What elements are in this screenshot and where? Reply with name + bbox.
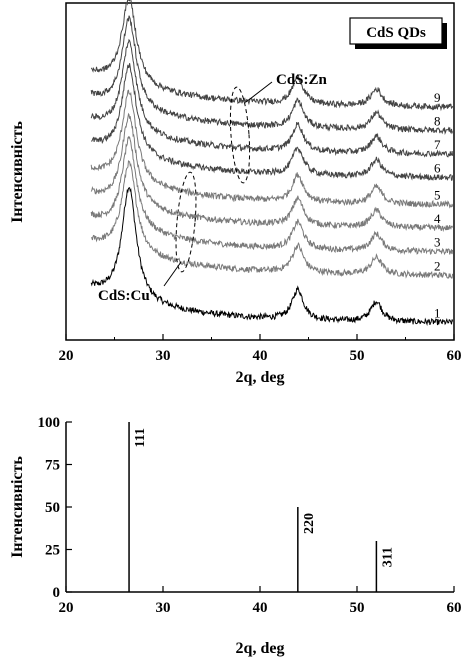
curve-label-3: 3 [434, 235, 441, 250]
bar-label-111: 111 [133, 428, 148, 447]
top-y-axis-title: Інтенсивність [9, 121, 26, 223]
bar-label-311: 311 [380, 547, 395, 567]
curve-label-1: 1 [434, 305, 441, 320]
xrd-curve-9 [90, 0, 454, 112]
xrd-curve-7 [90, 38, 454, 158]
xrd-curve-6 [91, 63, 454, 181]
bottom-bars: 111 220 311 [128, 422, 395, 592]
top-curve-labels: 1 2 3 4 5 6 7 8 9 [434, 90, 441, 321]
legend-box [349, 17, 443, 45]
xrd-curve-1 [90, 187, 454, 327]
legend: CdS QDs [349, 17, 447, 49]
top-x-tick-label-40: 40 [253, 348, 268, 364]
annotation-cds-zn: CdS:Zn [229, 72, 328, 184]
zn-ellipse [229, 86, 251, 184]
curve-label-2: 2 [434, 258, 441, 273]
xrd-curve-3 [90, 135, 454, 256]
bottom-y-tick-label-50: 50 [45, 500, 60, 516]
cu-label: CdS:Cu [98, 288, 150, 304]
xrd-curve-8 [90, 15, 454, 135]
legend-text: CdS QDs [366, 25, 426, 41]
curve-label-6: 6 [434, 161, 441, 176]
top-x-axis-title: 2q, deg [236, 369, 285, 386]
bottom-x-tick-label-30: 30 [156, 600, 171, 616]
annotation-cds-cu: CdS:Cu [98, 171, 197, 304]
curve-label-9: 9 [434, 90, 441, 105]
top-x-tick-label-20: 20 [59, 348, 74, 364]
top-chart: 1 2 3 4 5 6 7 8 9 20 30 40 50 60 CdS QDs CdS:Zn CdS:… [9, 0, 462, 386]
zn-pointer [245, 81, 273, 103]
bottom-y-tick-label-100: 100 [38, 415, 61, 431]
bottom-x-tick-label-40: 40 [253, 600, 268, 616]
bottom-y-tick-label-25: 25 [45, 543, 60, 559]
bottom-y-ticks: 0 25 50 75 100 [38, 415, 72, 601]
top-x-tick-label-30: 30 [156, 348, 171, 364]
bar-label-220: 220 [302, 513, 317, 534]
bottom-y-axis-title: Інтенсивність [9, 456, 26, 558]
bottom-x-axis-title: 2q, deg [236, 640, 285, 657]
cu-ellipse [175, 171, 197, 273]
top-x-tick-label-50: 50 [350, 348, 365, 364]
bottom-x-ticks: 20 30 40 50 60 [59, 586, 462, 616]
top-x-ticks: 20 30 40 50 60 [59, 334, 462, 364]
bottom-x-tick-label-60: 60 [447, 600, 462, 616]
bottom-y-tick-label-0: 0 [53, 585, 61, 601]
curve-label-8: 8 [434, 113, 441, 128]
xrd-curve-5 [90, 89, 454, 209]
cu-pointer [163, 261, 182, 287]
curve-label-7: 7 [434, 137, 441, 152]
top-x-tick-label-60: 60 [447, 348, 462, 364]
curve-label-5: 5 [434, 188, 441, 203]
xrd-curve-2 [91, 160, 454, 279]
zn-label: CdS:Zn [276, 72, 328, 88]
bottom-x-tick-label-50: 50 [350, 600, 365, 616]
bottom-chart: 0 25 50 75 100 20 30 40 50 60 111 220 311 Інтенсив… [9, 415, 462, 657]
curve-label-4: 4 [434, 211, 441, 226]
top-curves [90, 0, 454, 327]
bottom-y-tick-label-75: 75 [45, 458, 60, 474]
xrd-curve-4 [90, 112, 454, 233]
bottom-x-tick-label-20: 20 [59, 600, 74, 616]
